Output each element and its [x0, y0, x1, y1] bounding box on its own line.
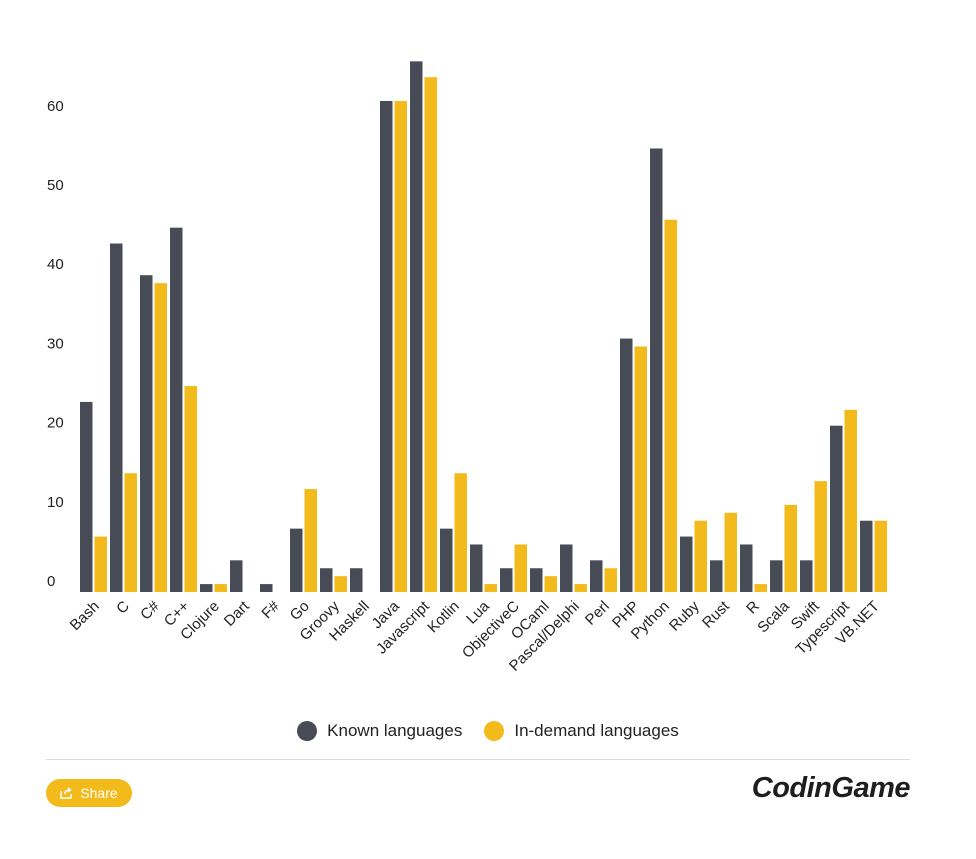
bar-in-demand[interactable]	[814, 481, 828, 592]
x-tick-label: Rust	[699, 597, 733, 631]
bar-known[interactable]	[500, 568, 513, 592]
y-tick-label: 40	[47, 256, 64, 273]
bar-in-demand[interactable]	[484, 584, 498, 592]
bar-in-demand[interactable]	[334, 576, 348, 592]
bars	[80, 61, 888, 593]
x-tick-label: Bash	[67, 598, 103, 634]
bar-known[interactable]	[380, 100, 393, 593]
bar-known[interactable]	[470, 544, 483, 592]
x-tick-label: Kotlin	[424, 598, 463, 637]
bar-known[interactable]	[590, 560, 603, 592]
y-tick-label: 50	[47, 177, 64, 194]
bar-in-demand[interactable]	[844, 409, 858, 592]
legend-label-in-demand: In-demand languages	[514, 721, 679, 740]
x-tick-label: R	[743, 598, 763, 618]
x-tick-label: Scala	[754, 597, 793, 636]
bar-known[interactable]	[650, 148, 663, 593]
bar-in-demand[interactable]	[154, 283, 168, 592]
bar-known[interactable]	[860, 520, 873, 592]
bar-known[interactable]	[830, 425, 843, 592]
bar-known[interactable]	[800, 560, 813, 592]
bar-in-demand[interactable]	[454, 473, 468, 592]
bar-known[interactable]	[770, 560, 783, 592]
bar-in-demand[interactable]	[694, 520, 708, 592]
y-axis: 0 10 20 30 40 50 60	[47, 98, 64, 590]
share-label: Share	[80, 785, 118, 801]
bar-in-demand[interactable]	[874, 520, 888, 592]
y-tick-label: 20	[47, 415, 64, 432]
legend-item-known[interactable]: Known languages	[297, 721, 462, 741]
legend-label-known: Known languages	[327, 721, 463, 740]
legend-dot-known	[297, 721, 318, 741]
legend-item-in-demand[interactable]: In-demand languages	[484, 721, 679, 741]
bar-in-demand[interactable]	[574, 584, 588, 592]
x-tick-label: Ruby	[666, 597, 703, 634]
bar-known[interactable]	[170, 227, 183, 592]
bar-known[interactable]	[710, 560, 723, 592]
bar-known[interactable]	[110, 243, 123, 592]
x-tick-label: Dart	[221, 597, 254, 630]
bar-in-demand[interactable]	[124, 473, 138, 592]
bar-known[interactable]	[560, 544, 573, 592]
x-tick-label: F#	[258, 597, 283, 622]
y-tick-label: 30	[47, 335, 64, 352]
bar-in-demand[interactable]	[184, 386, 198, 592]
bar-known[interactable]	[440, 528, 453, 592]
bar-in-demand[interactable]	[394, 100, 408, 593]
bar-in-demand[interactable]	[664, 219, 678, 592]
share-icon	[60, 787, 73, 799]
share-button[interactable]: Share	[46, 779, 132, 807]
x-tick-label: C#	[137, 597, 163, 623]
bar-in-demand[interactable]	[304, 489, 318, 592]
bar-in-demand[interactable]	[514, 544, 528, 592]
bar-in-demand[interactable]	[724, 512, 738, 592]
bar-in-demand[interactable]	[784, 504, 798, 592]
bar-known[interactable]	[680, 536, 693, 592]
bar-known[interactable]	[350, 568, 363, 592]
footer-divider	[46, 759, 910, 760]
bar-known[interactable]	[530, 568, 543, 592]
bar-in-demand[interactable]	[544, 576, 558, 592]
codingame-logo: CodinGame	[751, 772, 911, 804]
x-tick-label: C	[113, 598, 133, 618]
bar-known[interactable]	[290, 528, 303, 592]
bar-known[interactable]	[320, 568, 333, 592]
bar-in-demand[interactable]	[604, 568, 618, 592]
bar-in-demand[interactable]	[424, 77, 438, 592]
y-tick-label: 0	[47, 573, 55, 590]
legend-dot-in-demand	[484, 721, 505, 741]
bar-known[interactable]	[740, 544, 753, 592]
bar-in-demand[interactable]	[94, 536, 108, 592]
bar-in-demand[interactable]	[214, 584, 228, 592]
legend: Known languages In-demand languages	[0, 721, 976, 741]
bar-in-demand[interactable]	[634, 346, 648, 592]
y-tick-label: 60	[47, 98, 64, 115]
x-tick-label: Perl	[582, 598, 613, 629]
bar-known[interactable]	[260, 584, 273, 592]
bar-known[interactable]	[230, 560, 243, 592]
bar-known[interactable]	[410, 61, 423, 593]
bar-known[interactable]	[80, 401, 93, 592]
bar-known[interactable]	[620, 338, 633, 592]
bar-in-demand[interactable]	[754, 584, 768, 592]
bar-known[interactable]	[140, 275, 153, 592]
y-tick-label: 10	[47, 494, 64, 511]
bar-known[interactable]	[200, 584, 213, 592]
